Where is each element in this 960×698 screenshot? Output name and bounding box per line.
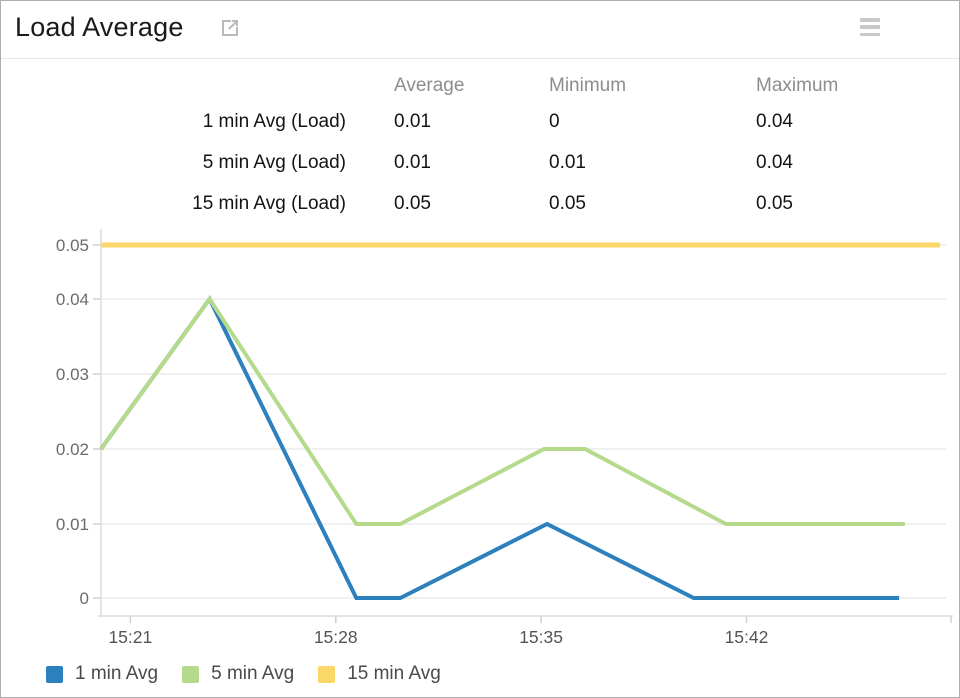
x-tick-label: 15:28 (314, 627, 358, 647)
legend-item-5-min-avg[interactable]: 5 min Avg (182, 663, 294, 685)
stats-table: Average Minimum Maximum 1 min Avg (Load)… (1, 71, 959, 224)
row-label: 1 min Avg (Load) (202, 111, 346, 132)
cell-minimum: 0 (549, 111, 560, 132)
table-corner (1, 71, 346, 101)
y-tick-label: 0.04 (56, 290, 89, 309)
legend-swatch-icon (46, 665, 63, 683)
legend-item-1-min-avg[interactable]: 1 min Avg (46, 663, 158, 685)
cell-average: 0.01 (394, 111, 431, 132)
chart-legend: 1 min Avg 5 min Avg 15 min Avg (46, 663, 441, 685)
row-label: 5 min Avg (Load) (202, 152, 346, 173)
cell-average: 0.01 (394, 152, 431, 173)
column-header-maximum: Maximum (756, 75, 839, 96)
y-tick-label: 0.03 (56, 365, 89, 384)
legend-swatch-icon (318, 665, 336, 683)
cell-maximum: 0.05 (756, 193, 793, 214)
legend-label: 5 min Avg (211, 663, 295, 684)
legend-label: 1 min Avg (75, 663, 159, 684)
cell-maximum: 0.04 (756, 152, 793, 173)
series-line-5-min-avg (99, 295, 905, 526)
header-divider (1, 58, 959, 59)
x-tick-label: 15:42 (725, 627, 769, 647)
page-title: Load Average (15, 12, 184, 42)
y-tick-label: 0.02 (56, 440, 89, 459)
legend-label: 15 min Avg (347, 663, 441, 684)
x-tick-label: 15:35 (519, 627, 563, 647)
cell-minimum: 0.05 (549, 193, 586, 214)
cell-maximum: 0.04 (756, 111, 793, 132)
series-line-1-min-avg (99, 295, 900, 600)
cell-minimum: 0.01 (549, 152, 586, 173)
y-tick-label: 0.01 (56, 515, 89, 534)
legend-item-15-min-avg[interactable]: 15 min Avg (318, 663, 441, 685)
legend-swatch-icon (182, 665, 200, 683)
y-tick-label: 0.05 (56, 236, 89, 255)
x-tick-label: 15:21 (108, 627, 152, 647)
column-header-minimum: Minimum (549, 75, 627, 96)
hamburger-menu-icon[interactable] (860, 17, 882, 37)
column-header-average: Average (394, 75, 465, 96)
header: Load Average (1, 1, 959, 58)
external-link-icon[interactable] (219, 17, 241, 39)
row-label: 15 min Avg (Load) (192, 193, 346, 214)
y-tick-label: 0 (80, 589, 89, 608)
cell-average: 0.05 (394, 193, 431, 214)
